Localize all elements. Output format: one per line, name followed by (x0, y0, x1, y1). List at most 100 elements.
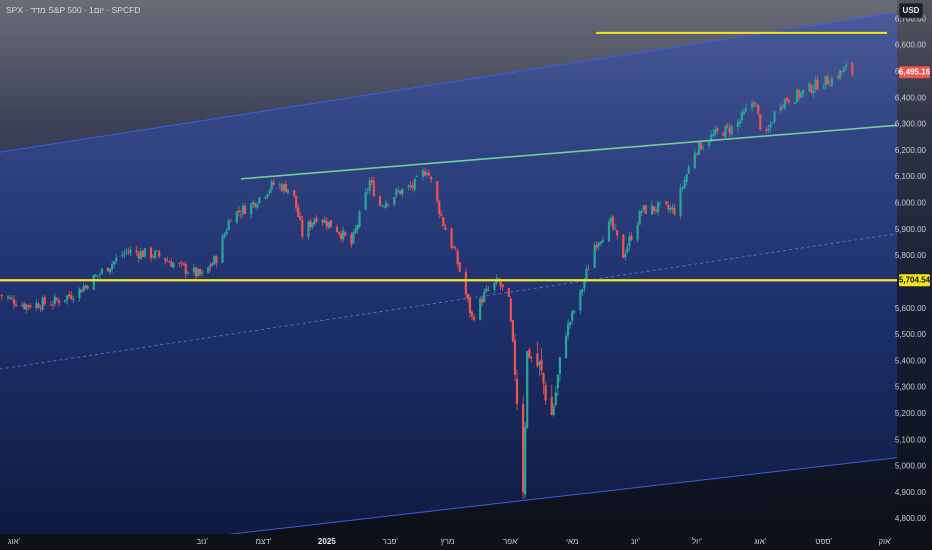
candle-body (851, 62, 854, 74)
candle-body (313, 219, 316, 225)
candle-body (325, 221, 328, 227)
support-price-badge-bg (899, 274, 930, 287)
candle-body (192, 267, 196, 273)
candle-body (299, 216, 302, 220)
candle-body (344, 232, 347, 236)
candle-body (436, 181, 439, 201)
candle-body (272, 182, 275, 185)
candle-body (72, 299, 75, 301)
trend-line[interactable] (240, 124, 898, 180)
candle-body (728, 127, 731, 133)
candle-body (509, 298, 512, 322)
candle-body (438, 201, 441, 215)
y-tick-label: 6,400.00 (895, 93, 927, 102)
candle-body (55, 298, 59, 301)
candle-body (264, 196, 267, 199)
candle-body (840, 70, 844, 72)
candle-body (49, 304, 52, 306)
y-tick-label: 6,000.00 (895, 199, 927, 208)
candle-body (211, 263, 214, 266)
candle-body (652, 206, 656, 212)
candle-body (340, 233, 343, 239)
candle-body (182, 263, 185, 265)
candle-body (250, 203, 253, 215)
candle-body (470, 311, 474, 317)
candle-body (111, 263, 114, 269)
candle-body (53, 296, 56, 304)
upper-channel-line[interactable] (0, 12, 898, 153)
candle-body (280, 184, 283, 192)
candle-body (464, 272, 467, 295)
candle-body (235, 211, 238, 223)
candle-body (816, 79, 819, 90)
candle-body (736, 122, 739, 128)
y-tick-label: 5,600.00 (895, 304, 927, 313)
candle-body (368, 180, 371, 192)
candle-body (687, 166, 690, 174)
candle-body (628, 236, 631, 247)
candle-body (444, 226, 447, 231)
currency-button-bg[interactable] (898, 2, 924, 19)
candle-body (350, 234, 353, 245)
candle-body (571, 311, 574, 321)
candle-body (538, 361, 541, 365)
candle-body (609, 218, 613, 223)
candle-body (115, 257, 118, 262)
candle-body (828, 85, 831, 86)
candle-body (783, 99, 786, 108)
y-tick-label: 4,900.00 (895, 488, 927, 497)
candle-body (35, 302, 38, 308)
candle-body (301, 220, 304, 237)
candle-body (667, 205, 670, 210)
candle-body (84, 285, 87, 289)
candle-body (327, 221, 330, 229)
candle-body (638, 210, 641, 225)
candle-body (726, 125, 729, 127)
candle-body (92, 275, 95, 290)
candle-body (781, 105, 784, 107)
candle-body (382, 206, 386, 208)
candle-body (697, 141, 701, 155)
candle-body (329, 220, 333, 228)
candle-body (266, 194, 269, 198)
symbol-title[interactable]: SPX · מדד S&P 500 · 1יום · SPCFD (6, 5, 140, 15)
candle-body (229, 220, 232, 222)
candle-body (12, 299, 16, 305)
candle-body (399, 190, 402, 195)
y-tick-label: 5,500.00 (895, 330, 927, 339)
y-tick-label: 5,400.00 (895, 356, 927, 365)
candle-body (724, 125, 727, 138)
y-tick-label: 6,700.00 (895, 14, 927, 23)
candle-body (213, 255, 216, 265)
x-tick-label: יונ' (631, 537, 640, 546)
x-tick-label: דצמ' (256, 537, 272, 546)
candle-body (215, 256, 218, 263)
time-scale-area[interactable] (0, 534, 932, 550)
candle-body (569, 321, 572, 325)
candle-body (554, 392, 557, 405)
candle-body (409, 184, 412, 187)
candle-body (798, 90, 801, 98)
candle-body (513, 340, 517, 375)
candle-body (642, 205, 645, 211)
candle-body (636, 224, 639, 240)
candle-body (511, 320, 514, 342)
candle-body (843, 67, 846, 72)
y-tick-label: 5,000.00 (895, 462, 927, 471)
candle-body (528, 349, 531, 358)
candle-body (558, 357, 562, 375)
candle-body (158, 251, 161, 257)
candle-body (552, 406, 555, 415)
candle-body (286, 189, 290, 193)
currency-button-label[interactable]: USD (903, 6, 920, 15)
currency-button[interactable]: USD (898, 2, 924, 19)
candle-body (151, 256, 155, 258)
candle-body (468, 297, 472, 314)
candle-body (585, 269, 588, 280)
candle-body (587, 269, 590, 270)
candle-body (380, 205, 384, 207)
candle-body (583, 280, 586, 289)
candle-body (452, 246, 455, 249)
mid-channel-line[interactable] (0, 233, 898, 370)
